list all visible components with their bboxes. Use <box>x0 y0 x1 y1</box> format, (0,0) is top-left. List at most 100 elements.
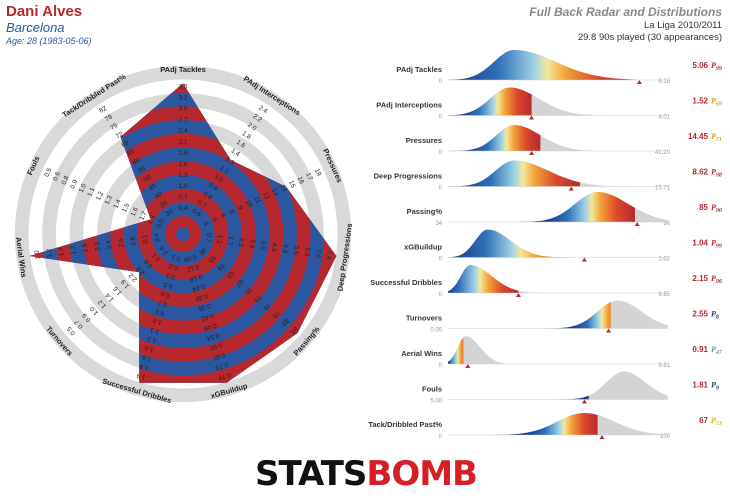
radar-tick-label: 70 <box>243 285 253 295</box>
dist-max-label: 9.81 <box>658 363 670 369</box>
radar-tick-label: 1.9 <box>81 243 89 253</box>
radar-tick-label: 1.8 <box>138 362 149 371</box>
radar-tick-label: 19 <box>313 168 323 178</box>
radar-tick-label: 0.4 <box>178 205 187 212</box>
radar-tick-label: 2.4 <box>105 239 113 249</box>
radar-tick-label: 0.24 <box>191 282 205 292</box>
radar-tick-label: 0.73 <box>214 361 228 371</box>
dist-density-colored <box>448 229 585 258</box>
radar-tick-label: 1.2 <box>96 298 107 310</box>
minutes-played: 29.8 90s played (30 appearances) <box>577 32 722 43</box>
radar-tick-label: 1.7 <box>69 244 77 254</box>
radar-tick-label: 78 <box>104 113 114 123</box>
dist-metric-label: Fouls <box>422 385 442 394</box>
radar-tick-label: 2.9 <box>248 239 256 249</box>
dist-value: 1.81 <box>692 381 708 390</box>
radar-tick-label: 0.67 <box>211 351 225 361</box>
radar-tick-label: 40 <box>154 191 164 201</box>
dist-min-label: 0 <box>439 150 443 156</box>
radar-tick-label: 13 <box>270 187 280 197</box>
radar-tick-label: 1.0 <box>89 305 100 317</box>
dist-metric-label: xGBuildup <box>404 243 442 252</box>
dist-value: 5.06 <box>692 61 708 70</box>
dist-metric-label: Turnovers <box>406 314 442 323</box>
dist-value: 2.55 <box>692 310 708 319</box>
radar-tick-label: 0.8 <box>202 190 214 201</box>
radar-tick-label: 1.9 <box>147 214 157 225</box>
radar-tick-label: 2.0 <box>246 122 258 133</box>
radar-tick-label: 0.36 <box>197 302 211 312</box>
radar-tick-label: 48 <box>197 246 207 256</box>
radar-tick-label: 0.7 <box>196 199 208 210</box>
radar-tick-label: 0.7 <box>157 298 168 307</box>
radar-tick-label: 82 <box>98 105 108 115</box>
radar-tick-label: 7.4 <box>325 250 333 260</box>
dist-percentile: P53 <box>711 416 722 427</box>
radar-tick-label: 0.9 <box>69 178 79 189</box>
radar-tick-label: 60 <box>131 156 141 166</box>
dist-percentile: P98 <box>711 168 722 179</box>
radar-tick-label: 2.2 <box>127 271 138 283</box>
dist-density-colored <box>448 302 611 329</box>
radar-tick-label: 1.1 <box>86 186 96 197</box>
team-name: Barcelona <box>6 20 65 35</box>
dist-percentile: P47 <box>711 345 723 356</box>
dist-max-label: 6.85 <box>658 292 670 298</box>
radar-tick-label: 0.42 <box>200 312 214 322</box>
radar-tick-label: 1.6 <box>141 353 152 362</box>
radar-tick-label: 0.5 <box>162 280 173 289</box>
dist-max-label: 4.01 <box>658 115 670 121</box>
logo-bomb: BOMB <box>366 454 478 494</box>
radar-tick-label: 2.5 <box>135 264 146 276</box>
radar-tick-label: 7.0 <box>314 248 322 258</box>
dist-value-pointer <box>568 186 574 191</box>
radar-tick-label: 1.8 <box>241 130 253 141</box>
radar-tick-label: 59 <box>216 262 226 272</box>
radar-tick-label: 76 <box>261 301 271 311</box>
radar-tick-label: 15 <box>287 180 297 190</box>
radar-tick-label: 0.1 <box>170 253 181 262</box>
radar-tick-label: 2.4 <box>257 104 269 115</box>
radar-tick-label: 0.54 <box>206 331 220 341</box>
radar-tick-label: 0.7 <box>204 233 212 243</box>
radar-tick-label: 1.9 <box>136 371 147 380</box>
radar-tick-label: 1.0 <box>34 250 42 260</box>
radar-tick-label: 1.2 <box>95 190 105 201</box>
dist-percentile-value: 99 <box>716 244 722 250</box>
dist-value-pointer <box>581 257 587 262</box>
player-name: Dani Alves <box>6 3 83 20</box>
radar-tick-label: 86 <box>289 325 299 335</box>
radar-tick-label: 3.1 <box>151 251 162 263</box>
radar-tick-label: 0.5 <box>43 167 53 178</box>
radar-tick-label: 65 <box>126 148 136 158</box>
dist-percentile: P99 <box>711 239 722 250</box>
dist-percentile: P8 <box>711 310 719 321</box>
radar-tick-label: 63 <box>225 270 235 280</box>
dist-value-pointer <box>634 222 640 226</box>
radar-tick-label: 12 <box>261 191 271 201</box>
dist-metric-label: PAdj Tackles <box>396 65 442 74</box>
dist-max-label: 1.62 <box>658 257 670 263</box>
radar-tick-label: 1.6 <box>112 285 123 297</box>
radar-tick-label: 8 <box>227 209 235 216</box>
player-header: Dani Alves Barcelona Age: 28 (1983-05-06… <box>6 3 92 47</box>
dist-density-colored <box>448 265 519 293</box>
radar-tick-label: 2.8 <box>129 236 137 246</box>
radar-tick-label: 73 <box>252 293 262 303</box>
radar-tick-label: 0.7 <box>178 194 187 201</box>
dist-min-label: 0 <box>439 186 443 192</box>
radar-tick-label: 1.7 <box>138 210 148 221</box>
dist-value-pointer <box>529 115 535 120</box>
radar-tick-label: 1.0 <box>178 183 187 190</box>
radar-tick-label: 1.2 <box>215 234 223 244</box>
dist-metric-label: PAdj Interceptions <box>376 101 442 110</box>
dist-density-colored <box>448 160 580 187</box>
radar-tick-label: 0.7 <box>73 318 84 330</box>
dist-min-label: 0 <box>439 79 443 85</box>
dist-percentile: P96 <box>711 274 722 285</box>
radar-tick-label: 0.60 <box>209 341 223 351</box>
radar-tick-label: 1.5 <box>121 202 131 213</box>
logo-stats: STATS <box>255 454 367 494</box>
dist-density <box>448 371 668 400</box>
radar-tick-label: 0.2 <box>168 262 179 271</box>
